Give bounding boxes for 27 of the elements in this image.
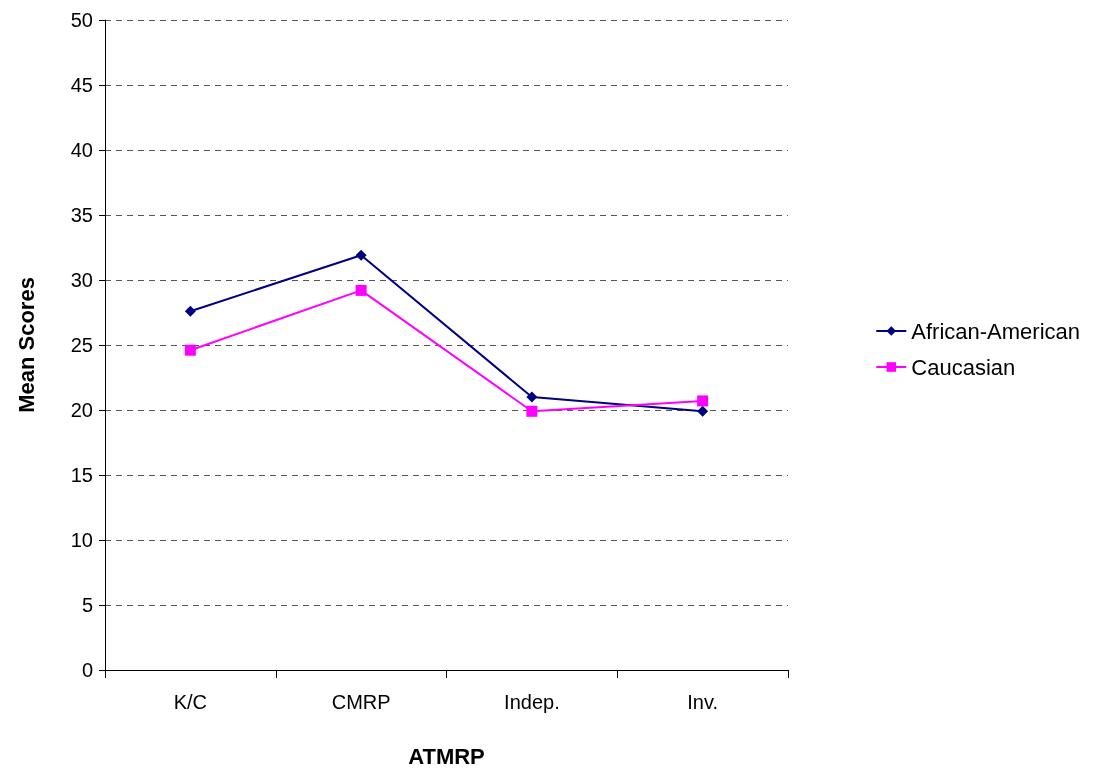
- point: [184, 344, 196, 356]
- y-tick-label: 20: [70, 399, 93, 421]
- x-tick-label: K/C: [173, 691, 208, 713]
- y-tick-label: 45: [70, 74, 93, 96]
- point: [355, 284, 367, 296]
- point: [184, 305, 196, 317]
- x-tick-label: Inv.: [687, 691, 719, 713]
- y-axis-title: Mean Scores: [13, 277, 39, 413]
- point: [526, 391, 538, 403]
- legend-label: Caucasian: [911, 354, 1016, 380]
- point: [526, 405, 538, 417]
- point: [697, 395, 709, 407]
- y-tick-label: 50: [70, 9, 93, 31]
- x-axis-title: ATMRP: [408, 743, 485, 769]
- y-tick-label: 30: [70, 269, 93, 291]
- y-tick-label: 40: [70, 139, 93, 161]
- y-tick-label: 5: [81, 594, 93, 616]
- legend-label: African-American: [911, 318, 1080, 344]
- x-tick-label: CMRP: [331, 691, 391, 713]
- y-tick-label: 15: [70, 464, 93, 486]
- y-tick-label: 25: [70, 334, 93, 356]
- point: [697, 405, 709, 417]
- y-tick-label: 35: [70, 204, 93, 226]
- x-tick-label: Indep.: [504, 691, 560, 713]
- y-tick-label: 0: [81, 659, 93, 681]
- y-tick-label: 10: [70, 529, 93, 551]
- point: [355, 249, 367, 261]
